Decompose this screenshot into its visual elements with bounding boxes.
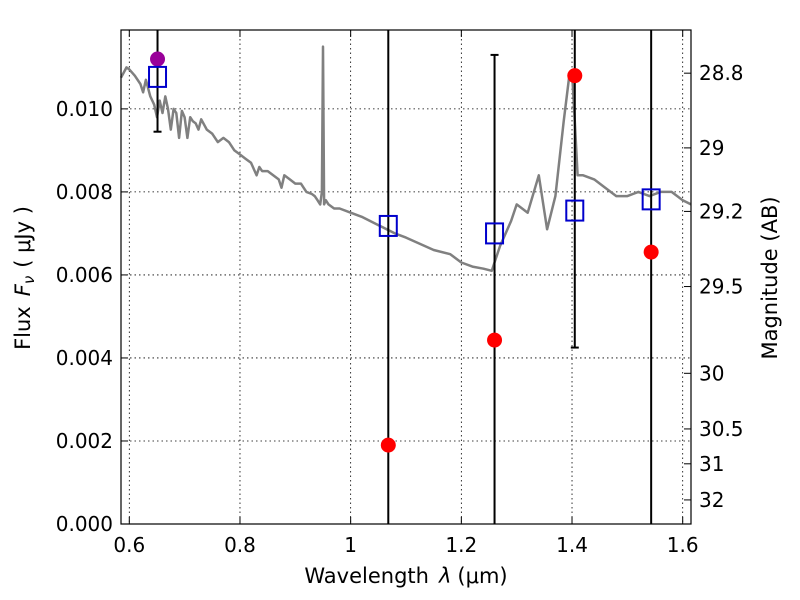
y2-tick-label: 28.8 — [699, 61, 744, 85]
y2-tick-label: 31 — [699, 452, 724, 476]
y2-tick-label: 30.5 — [699, 417, 744, 441]
spectrum-line-group — [119, 45, 692, 273]
model-flux-square — [565, 199, 585, 222]
axis-ticks — [121, 30, 691, 525]
model-flux-square — [641, 188, 661, 211]
plot-frame — [120, 29, 692, 525]
y2-axis-label: Magnitude (AB) — [758, 196, 782, 359]
x-tick-label: 1.6 — [667, 533, 699, 557]
flux-point — [380, 437, 396, 453]
x-tick-labels: 0.6 0.8 1 1.2 1.4 1.6 — [113, 533, 698, 557]
x-axis-label: Wavelength λ (μm) — [304, 564, 507, 588]
flux-point — [150, 51, 166, 67]
y2-tick-label: 29.5 — [699, 275, 744, 299]
y-tick-label: 0.004 — [56, 346, 113, 370]
y-tick-label: 0.010 — [56, 97, 113, 121]
data-markers — [148, 51, 661, 453]
model-flux-square — [148, 65, 168, 88]
error-bars — [153, 30, 653, 524]
y2-tick-label: 30 — [699, 361, 724, 385]
y2-tick-label: 29 — [699, 136, 724, 160]
x-tick-label: 0.8 — [224, 533, 256, 557]
y2-tick-label: 29.2 — [699, 199, 744, 223]
model-flux-square — [485, 222, 505, 245]
y-tick-label: 0.000 — [56, 512, 113, 536]
y2-tick-label: 32 — [699, 488, 724, 512]
flux-point — [567, 68, 583, 84]
y-axis-label: FluxFν( μJy ) — [11, 206, 38, 350]
y2-tick-labels: 28.8 29 29.2 29.5 30 30.5 31 32 — [699, 61, 744, 512]
x-tick-label: 1.4 — [556, 533, 588, 557]
y-tick-label: 0.008 — [56, 180, 113, 204]
x-tick-label: 0.6 — [113, 533, 145, 557]
x-tick-label: 1.2 — [445, 533, 477, 557]
flux-point — [487, 332, 503, 348]
flux-point — [643, 244, 659, 260]
y-tick-label: 0.002 — [56, 429, 113, 453]
x-tick-label: 1 — [344, 533, 357, 557]
y-tick-label: 0.006 — [56, 263, 113, 287]
y-tick-labels: 0.000 0.002 0.004 0.006 0.008 0.010 — [56, 97, 113, 536]
grid-lines — [121, 30, 691, 525]
model-flux-square — [378, 214, 398, 237]
spectrum-line — [119, 45, 692, 273]
